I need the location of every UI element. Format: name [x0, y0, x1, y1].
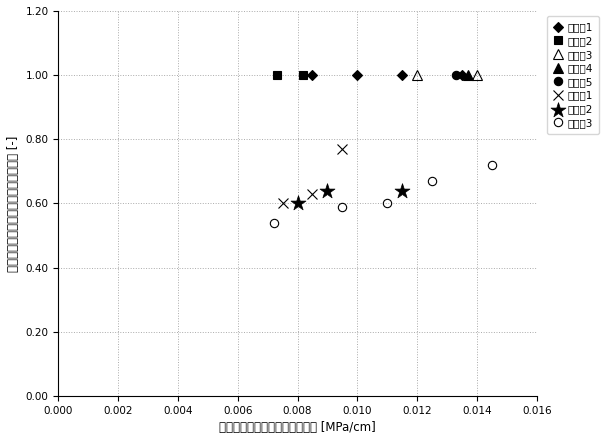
- 比較例2: [293, 200, 302, 207]
- Y-axis label: メインピークエリア／全ピークエリア [-]: メインピークエリア／全ピークエリア [-]: [7, 135, 20, 272]
- 比較例3: [488, 162, 496, 168]
- 実施例2: [273, 72, 280, 78]
- Legend: 実施例1, 実施例2, 実施例3, 実施例4, 実施例5, 比較例1, 比較例2, 比較例3: 実施例1, 実施例2, 実施例3, 実施例4, 実施例5, 比較例1, 比較例2…: [547, 16, 599, 134]
- Line: 実施例1: 実施例1: [309, 71, 465, 78]
- 比較例3: [339, 204, 346, 209]
- 比較例3: [428, 178, 436, 183]
- Line: 比較例1: 比較例1: [278, 144, 347, 208]
- 比較例1: [279, 201, 286, 206]
- 実施例1: [309, 72, 316, 78]
- 実施例2: [300, 72, 307, 78]
- 比較例1: [309, 191, 316, 196]
- 実施例3: [473, 72, 481, 78]
- 比較例1: [339, 146, 346, 152]
- Line: 実施例3: 実施例3: [412, 70, 482, 80]
- 実施例3: [413, 72, 421, 78]
- Line: 実施例2: 実施例2: [273, 71, 308, 79]
- X-axis label: 充填停止時カラム圧／ベッド高 [MPa/cm]: 充填停止時カラム圧／ベッド高 [MPa/cm]: [219, 421, 376, 434]
- 比較例2: [398, 187, 407, 194]
- 実施例1: [354, 72, 361, 78]
- 実施例1: [399, 72, 406, 78]
- 実施例1: [458, 72, 465, 78]
- Line: 比較例3: 比較例3: [270, 161, 496, 227]
- 比較例3: [270, 220, 277, 225]
- 比較例2: [322, 187, 332, 194]
- 比較例3: [384, 201, 391, 206]
